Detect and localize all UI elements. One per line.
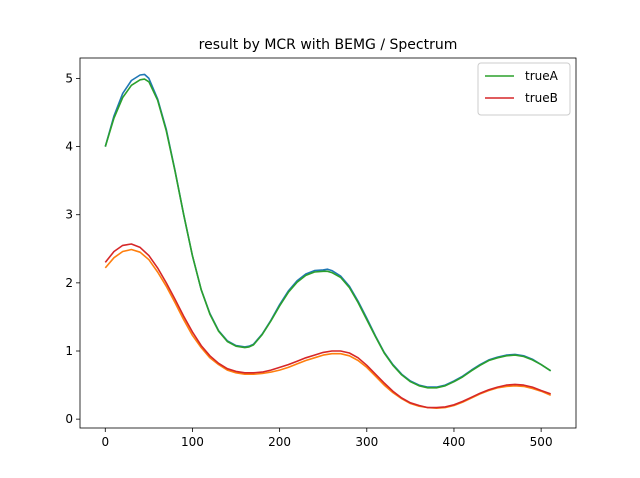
- y-axis: 0 1 2 3 4 5: [65, 71, 80, 426]
- x-tick-label: 400: [443, 435, 466, 449]
- legend-label-trueA: trueA: [525, 69, 559, 83]
- y-tick-label: 0: [65, 412, 73, 426]
- y-tick-label: 2: [65, 276, 73, 290]
- y-tick-label: 3: [65, 208, 73, 222]
- y-tick-label: 1: [65, 344, 73, 358]
- legend-label-trueB: trueB: [525, 91, 558, 105]
- x-tick-label: 500: [530, 435, 553, 449]
- x-tick-label: 100: [181, 435, 204, 449]
- legend: trueA trueB: [477, 62, 571, 116]
- series-line-estimate-1: [104, 73, 552, 388]
- series-line-trueA: [104, 78, 552, 389]
- x-axis: 0 100 200 300 400 500: [101, 428, 553, 449]
- chart-title: result by MCR with BEMG / Spectrum: [199, 37, 458, 53]
- plot-lines: [104, 73, 552, 410]
- x-tick-label: 200: [268, 435, 291, 449]
- series-line-estimate-2: [104, 248, 552, 410]
- plot-frame: [79, 57, 577, 429]
- series-line-trueB: [104, 243, 551, 409]
- x-tick-label: 300: [355, 435, 378, 449]
- x-tick-label: 0: [101, 435, 109, 449]
- y-tick-label: 4: [65, 140, 73, 154]
- y-tick-label: 5: [65, 71, 73, 85]
